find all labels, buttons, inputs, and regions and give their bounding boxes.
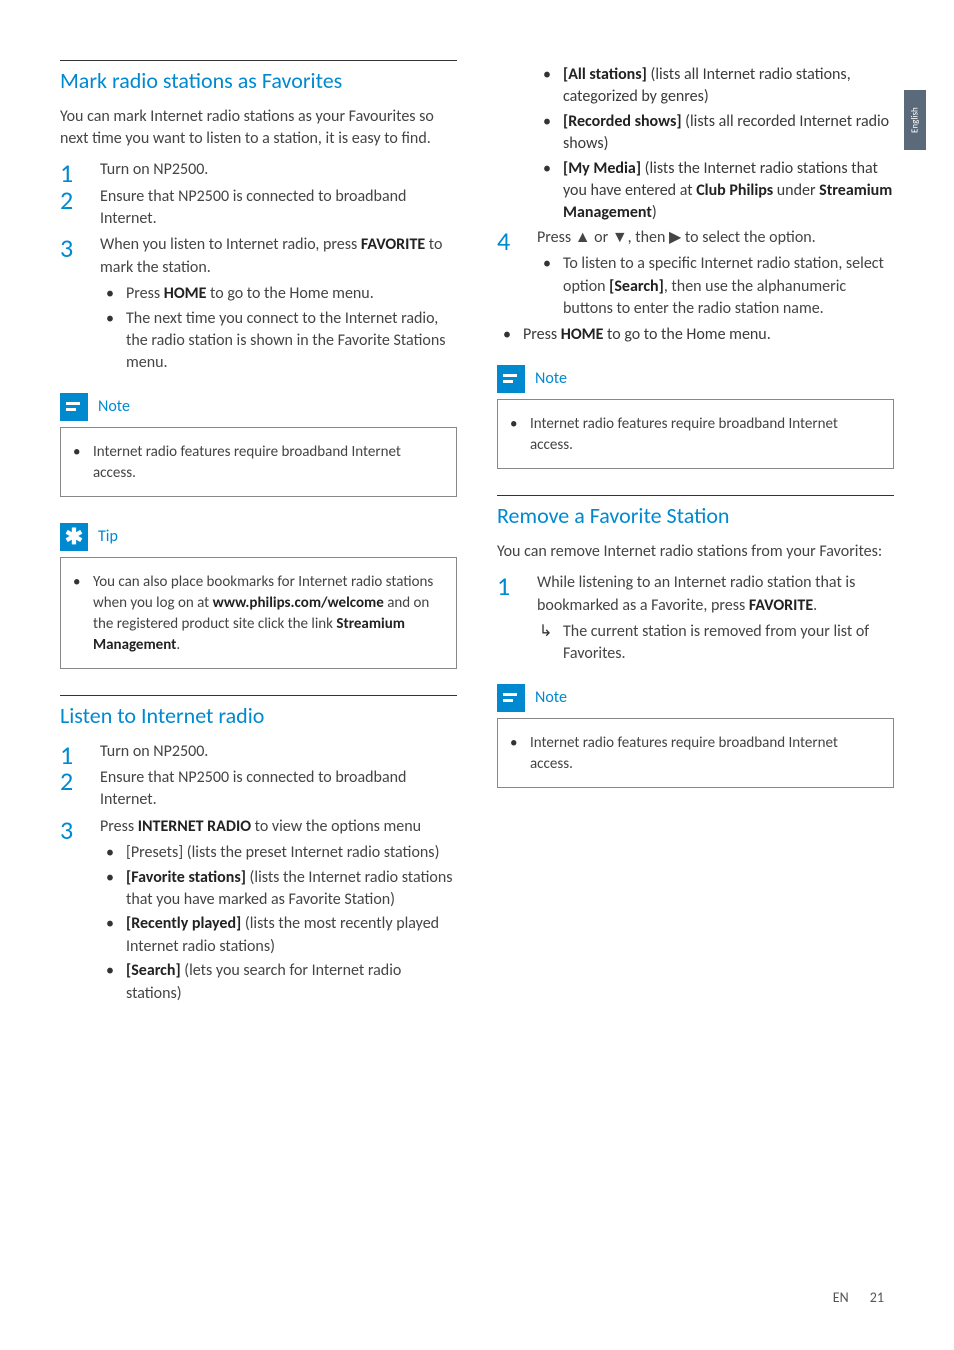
key-label: HOME xyxy=(561,325,604,344)
key-label: HOME xyxy=(164,284,207,303)
callout-body: Internet radio features require broadban… xyxy=(60,427,457,497)
rule xyxy=(60,60,457,61)
text: . xyxy=(176,636,180,654)
sub-item: Press HOME to go to the Home menu. xyxy=(497,324,894,346)
option-label: [Favorite stations] xyxy=(126,868,246,887)
option-label: [Search] xyxy=(609,277,664,296)
tip-callout: ✱ Tip You can also place bookmarks for I… xyxy=(60,523,457,669)
step-item: When you listen to Internet radio, press… xyxy=(60,234,457,374)
heading-mark-favorites: Mark radio stations as Favorites xyxy=(60,67,457,94)
note-icon xyxy=(497,684,525,712)
sub-list: Press HOME to go to the Home menu. xyxy=(497,324,894,346)
option-item: [Recently played] (lists the most recent… xyxy=(100,913,457,958)
callout-text: You can also place bookmarks for Interne… xyxy=(67,572,444,656)
callout-list: Internet radio features require broadban… xyxy=(504,733,881,775)
note-icon xyxy=(60,393,88,421)
option-item: [Recorded shows] (lists all recorded Int… xyxy=(537,111,894,156)
text: Press xyxy=(100,817,138,836)
text: When you listen to Internet radio, press xyxy=(100,235,361,254)
key-label: FAVORITE xyxy=(749,596,813,615)
heading-remove-favorite: Remove a Favorite Station xyxy=(497,502,894,529)
tip-icon: ✱ xyxy=(60,523,88,551)
result-list: The current station is removed from your… xyxy=(537,621,894,666)
callout-list: Internet radio features require broadban… xyxy=(67,442,444,484)
callout-head: Note xyxy=(497,684,894,712)
callout-head: Note xyxy=(60,393,457,421)
callout-text: Internet radio features require broadban… xyxy=(504,414,881,456)
option-label: [All stations] xyxy=(563,65,647,84)
text: ) xyxy=(652,203,657,222)
intro-text: You can remove Internet radio stations f… xyxy=(497,541,894,563)
text: to view the options menu xyxy=(251,817,421,836)
rule xyxy=(60,695,457,696)
footer-page-number: 21 xyxy=(870,1289,884,1306)
step-item: Ensure that NP2500 is connected to broad… xyxy=(60,767,457,812)
text-bold: Club Philips xyxy=(696,181,773,200)
intro-text: You can mark Internet radio stations as … xyxy=(60,106,457,149)
step-item: Press ▲ or ▼, then ▶ to select the optio… xyxy=(497,227,894,321)
link-text: www.philips.com/welcome xyxy=(213,594,384,612)
note-icon xyxy=(497,365,525,393)
callout-head: ✱ Tip xyxy=(60,523,457,551)
option-item: [My Media] (lists the Internet radio sta… xyxy=(537,158,894,225)
options-list: [Presets] (lists the preset Internet rad… xyxy=(100,842,457,1005)
text: Press xyxy=(523,325,561,344)
note-callout: Note Internet radio features require bro… xyxy=(497,365,894,469)
option-item: [Favorite stations] (lists the Internet … xyxy=(100,867,457,912)
callout-head: Note xyxy=(497,365,894,393)
text: Press xyxy=(126,284,164,303)
note-callout: Note Internet radio features require bro… xyxy=(497,684,894,788)
option-label: [My Media] xyxy=(563,159,641,178)
options-list-cont: [All stations] (lists all Internet radio… xyxy=(497,64,894,225)
callout-title: Tip xyxy=(98,527,118,546)
page-footer: EN 21 xyxy=(833,1289,884,1306)
steps-list: Turn on NP2500. Ensure that NP2500 is co… xyxy=(60,741,457,1005)
callout-list: Internet radio features require broadban… xyxy=(504,414,881,456)
rule xyxy=(497,495,894,496)
step-item: Turn on NP2500. xyxy=(60,741,457,763)
text: Press ▲ or ▼, then ▶ to select the optio… xyxy=(537,228,816,247)
steps-list: While listening to an Internet radio sta… xyxy=(497,572,894,666)
callout-text: Internet radio features require broadban… xyxy=(504,733,881,775)
heading-listen-radio: Listen to Internet radio xyxy=(60,702,457,729)
text: to go to the Home menu. xyxy=(206,284,373,303)
right-column: [All stations] (lists all Internet radio… xyxy=(497,60,894,1009)
note-callout: Note Internet radio features require bro… xyxy=(60,393,457,497)
option-item: [Search] (lets you search for Internet r… xyxy=(100,960,457,1005)
option-item: [All stations] (lists all Internet radio… xyxy=(537,64,894,109)
option-label: [Recorded shows] xyxy=(563,112,682,131)
option-item: [Presets] (lists the preset Internet rad… xyxy=(100,842,457,864)
callout-body: You can also place bookmarks for Interne… xyxy=(60,557,457,669)
step-item: Press INTERNET RADIO to view the options… xyxy=(60,816,457,1005)
option-label: [Search] xyxy=(126,961,181,980)
sub-list: Press HOME to go to the Home menu. The n… xyxy=(100,283,457,375)
left-column: Mark radio stations as Favorites You can… xyxy=(60,60,457,1009)
step-item: While listening to an Internet radio sta… xyxy=(497,572,894,666)
callout-body: Internet radio features require broadban… xyxy=(497,399,894,469)
callout-title: Note xyxy=(535,369,567,388)
language-tab: English xyxy=(904,90,926,150)
callout-body: Internet radio features require broadban… xyxy=(497,718,894,788)
option-label: [Recently played] xyxy=(126,914,241,933)
callout-title: Note xyxy=(535,688,567,707)
sub-item: To listen to a specific Internet radio s… xyxy=(537,253,894,320)
footer-lang: EN xyxy=(833,1289,849,1306)
steps-list: Turn on NP2500. Ensure that NP2500 is co… xyxy=(60,159,457,375)
sub-item: Press HOME to go to the Home menu. xyxy=(100,283,457,305)
callout-list: You can also place bookmarks for Interne… xyxy=(67,572,444,656)
page-content: Mark radio stations as Favorites You can… xyxy=(0,0,954,1049)
key-label: INTERNET RADIO xyxy=(138,817,251,836)
result-item: The current station is removed from your… xyxy=(537,621,894,666)
callout-title: Note xyxy=(98,397,130,416)
callout-text: Internet radio features require broadban… xyxy=(67,442,444,484)
sub-list: To listen to a specific Internet radio s… xyxy=(537,253,894,320)
step-item: Ensure that NP2500 is connected to broad… xyxy=(60,186,457,231)
step-item: Turn on NP2500. xyxy=(60,159,457,181)
text: under xyxy=(773,181,819,200)
text: . xyxy=(813,596,817,615)
key-label: FAVORITE xyxy=(361,235,425,254)
steps-list-cont: Press ▲ or ▼, then ▶ to select the optio… xyxy=(497,227,894,321)
sub-item: The next time you connect to the Interne… xyxy=(100,308,457,375)
text: to go to the Home menu. xyxy=(603,325,770,344)
